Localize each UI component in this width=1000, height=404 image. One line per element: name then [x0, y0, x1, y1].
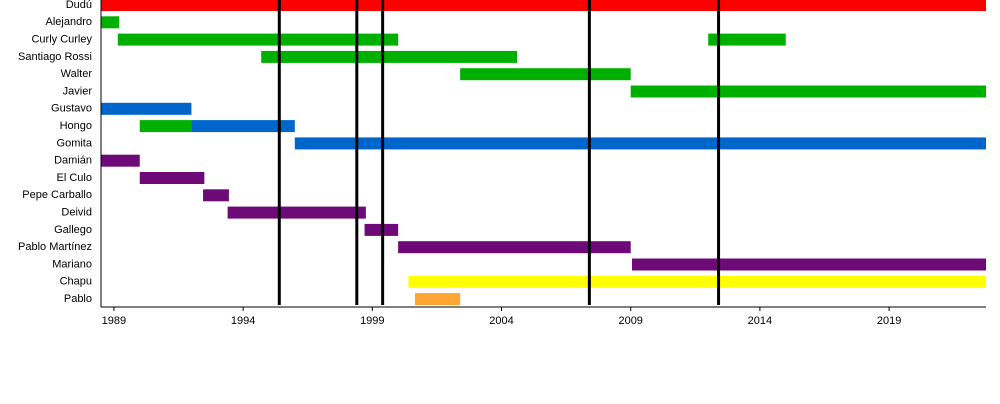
row-label: Damián: [54, 155, 92, 167]
row-label: Hongo: [60, 120, 92, 132]
member-bar: [630, 85, 986, 98]
x-tick-label: 1989: [102, 315, 126, 327]
row-label: El Culo: [57, 172, 92, 184]
member-bar: [101, 0, 986, 11]
member-bar: [414, 293, 461, 306]
row-label: Mariano: [52, 258, 92, 270]
member-bar: [227, 206, 366, 219]
member-bar: [408, 275, 987, 288]
row-label: Javier: [63, 85, 93, 97]
member-bar: [117, 33, 399, 46]
row-label: Walter: [61, 68, 93, 80]
x-tick-label: 2009: [618, 315, 642, 327]
member-bar: [294, 137, 986, 150]
member-bar: [139, 172, 205, 184]
row-label: Pepe Carballo: [22, 189, 92, 201]
member-bar: [398, 241, 631, 254]
member-bar: [191, 120, 295, 133]
x-tick-label: 2004: [489, 315, 513, 327]
member-bar: [139, 120, 192, 133]
member-bar: [101, 102, 192, 115]
member-bar: [203, 189, 229, 202]
row-label: Alejandro: [46, 16, 92, 28]
member-bar: [632, 258, 986, 271]
x-tick-label: 2014: [748, 315, 772, 327]
row-label: Chapu: [60, 276, 92, 288]
row-label: Gomita: [57, 137, 93, 149]
row-label: Gallego: [54, 224, 92, 236]
x-tick-label: 2019: [877, 315, 901, 327]
member-bar: [101, 16, 120, 29]
row-label: Gustavo: [51, 103, 92, 115]
member-bar: [708, 33, 786, 46]
x-tick-label: 1994: [231, 315, 255, 327]
row-label: Dudú: [66, 0, 92, 11]
member-bar: [261, 50, 518, 63]
member-bar: [101, 154, 140, 167]
member-bar: [460, 68, 631, 81]
row-label: Pablo: [64, 293, 92, 305]
row-label: Santiago Rossi: [18, 51, 92, 63]
x-tick-label: 1999: [360, 315, 384, 327]
row-label: Curly Curley: [31, 34, 92, 46]
row-label: Deivid: [61, 207, 92, 219]
row-label: Pablo Martínez: [18, 241, 92, 253]
